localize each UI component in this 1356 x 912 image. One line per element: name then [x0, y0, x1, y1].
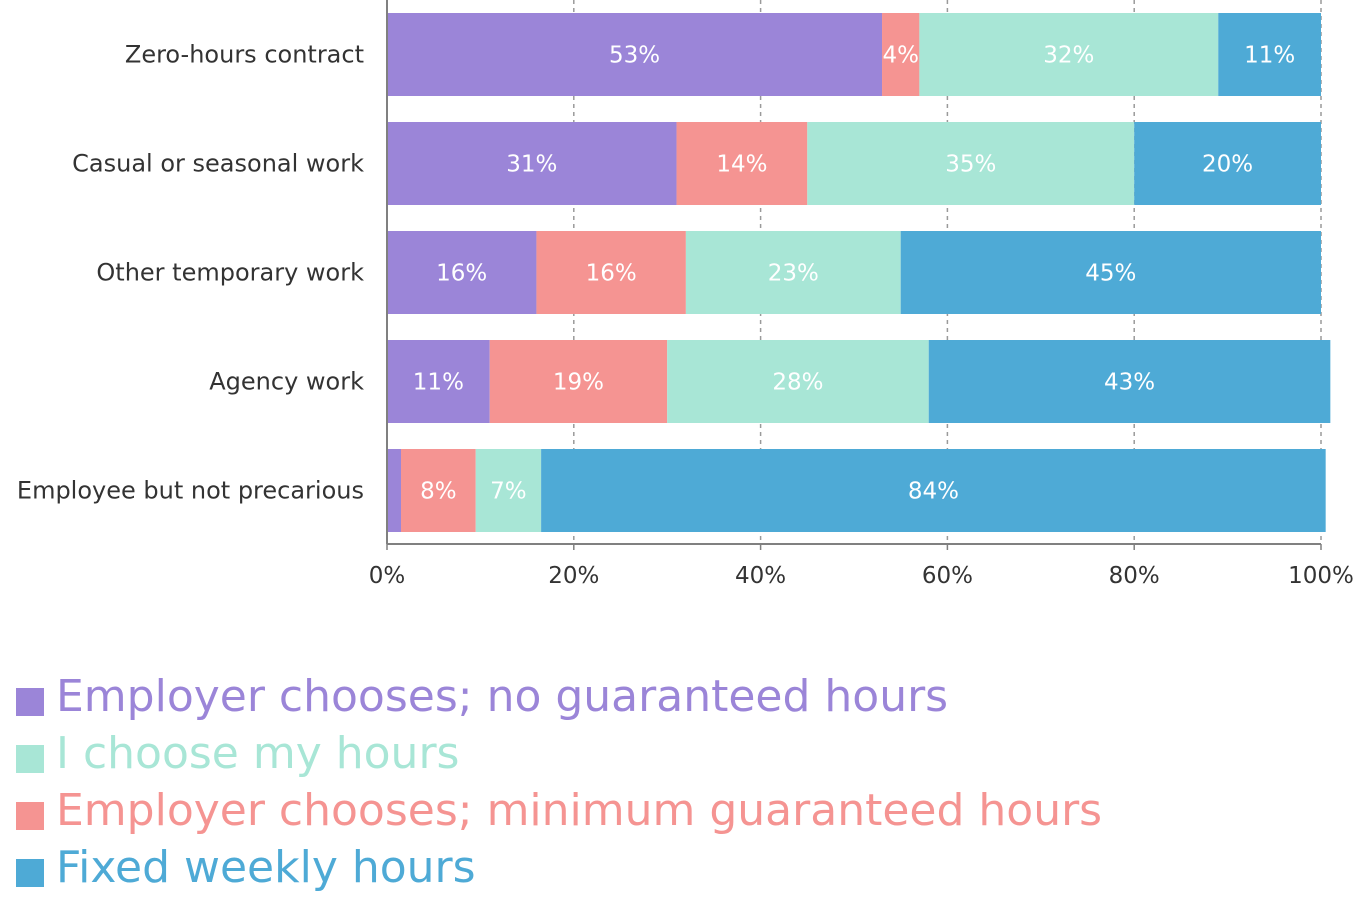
legend-label-i-choose: I choose my hours — [56, 728, 460, 779]
data-label: 45% — [1085, 261, 1136, 287]
legend-item-fixed-weekly: Fixed weekly hours — [16, 839, 1102, 896]
bar-segment — [387, 340, 490, 423]
data-label: 20% — [1202, 152, 1253, 178]
data-label: 43% — [1104, 370, 1155, 396]
data-label: 23% — [768, 261, 819, 287]
bar-segment — [387, 13, 883, 96]
bar-segment — [541, 449, 1326, 532]
data-label: 7% — [490, 479, 527, 505]
bar-segment — [1134, 122, 1321, 205]
legend-label-no-guaranteed: Employer chooses; no guaranteed hours — [56, 671, 949, 722]
category-label: Casual or seasonal work — [72, 150, 364, 178]
bar-segment — [919, 13, 1219, 96]
data-label: 4% — [882, 43, 919, 69]
bar-segment — [900, 231, 1321, 314]
bar-segment — [536, 231, 686, 314]
data-label: 84% — [908, 479, 959, 505]
legend-item-minimum-guaranteed: Employer chooses; minimum guaranteed hou… — [16, 782, 1102, 839]
data-label: 16% — [436, 261, 487, 287]
bar-segment — [676, 122, 808, 205]
x-tick-label: 20% — [548, 563, 599, 589]
x-tick-label: 40% — [735, 563, 786, 589]
category-label: Zero-hours contract — [125, 41, 364, 69]
bar-segment — [882, 13, 920, 96]
legend-item-no-guaranteed: Employer chooses; no guaranteed hours — [16, 668, 1102, 725]
bar-segment — [667, 340, 929, 423]
data-label: 11% — [413, 370, 464, 396]
data-label: 28% — [772, 370, 823, 396]
x-tick-label: 80% — [1109, 563, 1160, 589]
bar-segment — [807, 122, 1135, 205]
bar-segment — [928, 340, 1331, 423]
bar-segment — [1218, 13, 1321, 96]
category-label: Employee but not precarious — [17, 477, 364, 505]
stacked-bar-chart: 53% 4% 32% 11% Zero-hours contract 31% 14% 35% 2… — [17, 0, 1354, 589]
bar-segment — [489, 340, 668, 423]
legend-swatch-no-guaranteed — [16, 687, 44, 716]
bar-segment — [685, 231, 901, 314]
data-label: 31% — [506, 152, 557, 178]
x-tick-label: 60% — [922, 563, 973, 589]
data-label: 32% — [1043, 43, 1094, 69]
legend-swatch-minimum-guaranteed — [16, 801, 44, 830]
x-tick-label: 100% — [1288, 563, 1354, 589]
bar-segment — [387, 231, 537, 314]
data-label: 19% — [553, 370, 604, 396]
chart-legend: Employer chooses; no guaranteed hours I … — [16, 668, 1102, 896]
category-label: Other temporary work — [96, 259, 364, 287]
data-label: 16% — [586, 261, 637, 287]
bar-segment — [475, 449, 542, 532]
legend-label-minimum-guaranteed: Employer chooses; minimum guaranteed hou… — [56, 785, 1103, 836]
legend-item-i-choose: I choose my hours — [16, 725, 1102, 782]
legend-swatch-fixed-weekly — [16, 858, 44, 887]
data-label: 8% — [420, 479, 457, 505]
category-label: Agency work — [209, 368, 364, 396]
data-label: 11% — [1244, 43, 1295, 69]
bar-segment — [387, 449, 402, 532]
bar-segment — [401, 449, 476, 532]
bar-segment — [387, 122, 677, 205]
data-label: 35% — [945, 152, 996, 178]
x-tick-label: 0% — [369, 563, 406, 589]
legend-label-fixed-weekly: Fixed weekly hours — [56, 842, 476, 893]
data-label: 14% — [716, 152, 767, 178]
legend-swatch-i-choose — [16, 744, 44, 773]
data-label: 53% — [609, 43, 660, 69]
